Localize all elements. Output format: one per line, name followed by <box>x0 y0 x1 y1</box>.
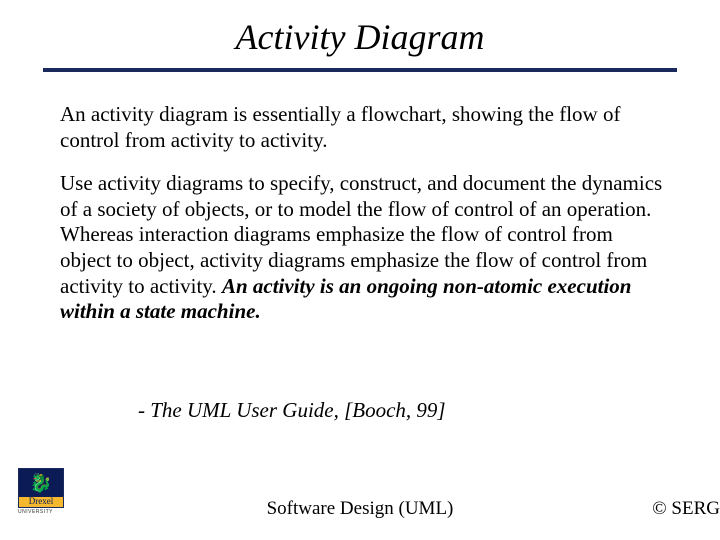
attribution: - The UML User Guide, [Booch, 99] <box>138 398 446 423</box>
dragon-icon: 🐉 <box>30 473 52 494</box>
drexel-logo-panel: 🐉 <box>19 469 63 497</box>
paragraph-1: An activity diagram is essentially a flo… <box>60 102 668 153</box>
slide: Activity Diagram An activity diagram is … <box>0 0 720 540</box>
title-underline <box>43 68 677 72</box>
footer-right: © SERG <box>652 498 720 520</box>
title-text: Activity Diagram <box>236 17 485 57</box>
paragraph-2: Use activity diagrams to specify, constr… <box>60 171 668 325</box>
footer-center: Software Design (UML) <box>0 498 720 520</box>
slide-title: Activity Diagram <box>0 16 720 58</box>
body: An activity diagram is essentially a flo… <box>60 102 668 325</box>
